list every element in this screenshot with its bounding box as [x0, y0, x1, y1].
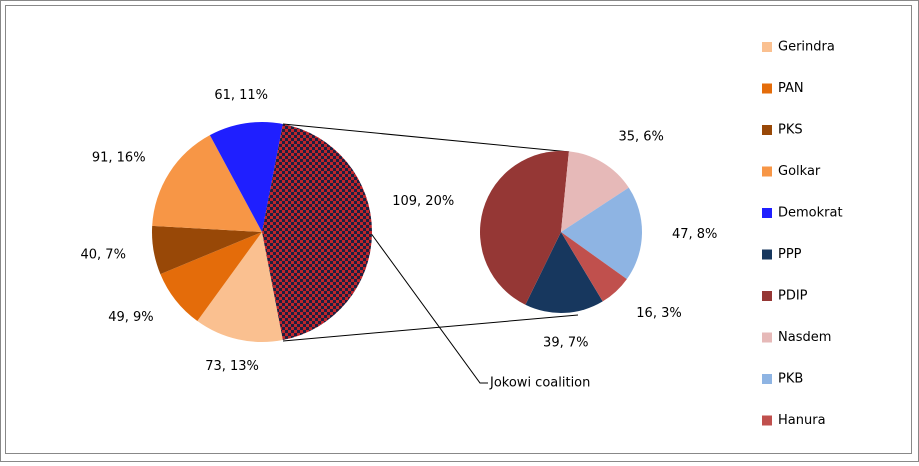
annotation-line: [369, 231, 488, 384]
legend-label: Demokrat: [778, 206, 843, 221]
pie-slice: [480, 151, 569, 305]
data-label: 49, 9%: [108, 310, 153, 325]
pie-slice: [152, 135, 262, 232]
pie-slice: [561, 187, 643, 280]
data-label: 91, 16%: [92, 150, 146, 165]
pie-slice: [197, 232, 283, 342]
connector: [282, 314, 579, 342]
data-label: 40, 7%: [81, 248, 126, 263]
pie-slice: [525, 232, 603, 313]
legend-label: Nasdem: [778, 330, 831, 345]
data-label: 16, 3%: [636, 306, 681, 321]
pie-slice: [209, 121, 283, 232]
aggregate-slice: [262, 123, 372, 341]
legend-swatch: [762, 374, 772, 384]
data-label: 61, 11%: [214, 88, 268, 103]
data-label: 47, 8%: [672, 227, 717, 242]
legend-swatch: [762, 208, 772, 218]
data-label: 73, 13%: [205, 359, 259, 374]
legend-label: PDIP: [778, 289, 808, 304]
pie-slice: [151, 225, 262, 275]
legend-swatch: [762, 83, 772, 94]
data-label: 109, 20%: [392, 194, 454, 209]
data-label: 35, 6%: [618, 130, 663, 145]
connector: [282, 123, 571, 153]
pie-slice: [561, 151, 629, 232]
pie-slice: [561, 232, 627, 302]
legend-swatch: [762, 42, 772, 52]
legend-swatch: [762, 291, 772, 301]
legend-label: Gerindra: [778, 40, 835, 55]
legend-swatch: [762, 249, 772, 260]
legend-label: Hanura: [778, 413, 826, 428]
legend-label: Golkar: [778, 164, 821, 179]
legend-swatch: [762, 332, 772, 343]
legend-swatch: [762, 125, 772, 135]
legend-label: PAN: [778, 81, 804, 96]
pie-slice: [160, 232, 262, 321]
legend-swatch: [762, 166, 772, 177]
legend-label: PKS: [778, 123, 803, 138]
legend-label: PPP: [778, 247, 802, 262]
plot-frame: [5, 5, 912, 454]
legend-swatch: [762, 415, 772, 426]
legend-label: PKB: [778, 372, 803, 387]
data-label: 39, 7%: [543, 335, 588, 350]
annotation: Jokowi coalition: [489, 376, 590, 391]
